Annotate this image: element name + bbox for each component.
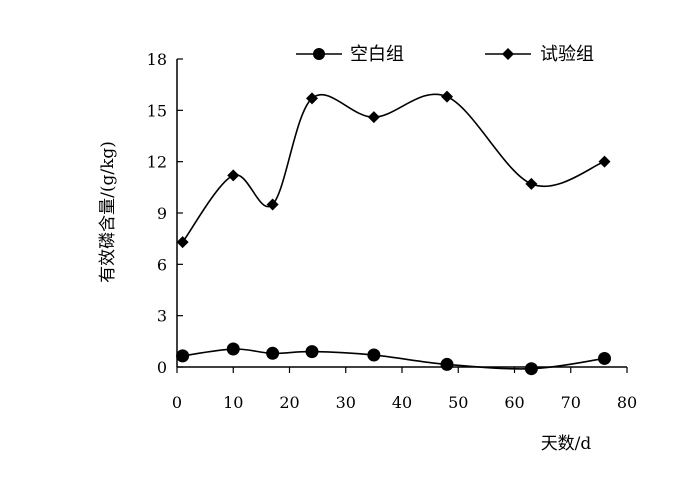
x-tick-label: 10 (223, 393, 243, 412)
x-tick-label: 40 (392, 393, 412, 412)
data-point-circle (367, 348, 381, 362)
legend: 空白组 试验组 (296, 44, 594, 65)
data-point-circle (305, 345, 319, 359)
y-axis-title: 有效磷含量/(g/kg) (98, 141, 118, 283)
data-point-diamond (441, 90, 453, 103)
data-point-circle (176, 349, 190, 363)
data-point-diamond (367, 111, 380, 124)
series-line (181, 93, 605, 243)
y-tick-label: 0 (157, 358, 167, 377)
y-tick-label: 6 (157, 255, 167, 274)
axis-ticks: 0 3 6 9 12 15 18 0 10 20 30 40 50 60 70 80 (147, 50, 638, 412)
data-point-circle (598, 351, 611, 365)
axes (176, 59, 627, 368)
y-tick-label: 18 (147, 50, 167, 69)
legend-label-trial: 试验组 (540, 44, 594, 65)
x-tick-label: 0 (172, 393, 182, 412)
x-tick-label: 70 (561, 393, 581, 412)
data-point-circle (266, 346, 280, 360)
y-tick-label: 12 (147, 153, 167, 172)
x-tick-label: 30 (336, 393, 356, 412)
legend-item-trial: 试验组 (485, 44, 594, 65)
series-1 (176, 342, 611, 376)
series (176, 90, 611, 376)
legend-marker-diamond (502, 48, 514, 60)
data-point-diamond (525, 177, 538, 190)
data-point-circle (226, 342, 240, 356)
data-point-diamond (306, 92, 318, 105)
x-tick-label: 20 (279, 393, 299, 412)
x-tick-label: 60 (504, 393, 524, 412)
data-point-diamond (176, 236, 189, 249)
x-axis-title: 天数/d (541, 434, 592, 454)
y-tick-label: 15 (147, 101, 167, 120)
x-tick-label: 50 (448, 393, 468, 412)
data-point-diamond (227, 169, 240, 182)
x-tick-label: 80 (617, 393, 637, 412)
data-point-circle (440, 357, 454, 371)
legend-label-blank: 空白组 (350, 44, 404, 65)
data-point-diamond (266, 198, 279, 211)
series-2 (176, 90, 611, 249)
series-line (182, 348, 605, 370)
legend-marker-circle (313, 48, 325, 60)
y-tick-label: 9 (157, 204, 167, 223)
data-point-diamond (598, 155, 611, 168)
legend-item-blank: 空白组 (296, 44, 404, 65)
data-point-circle (524, 362, 538, 376)
y-tick-label: 3 (157, 307, 167, 326)
